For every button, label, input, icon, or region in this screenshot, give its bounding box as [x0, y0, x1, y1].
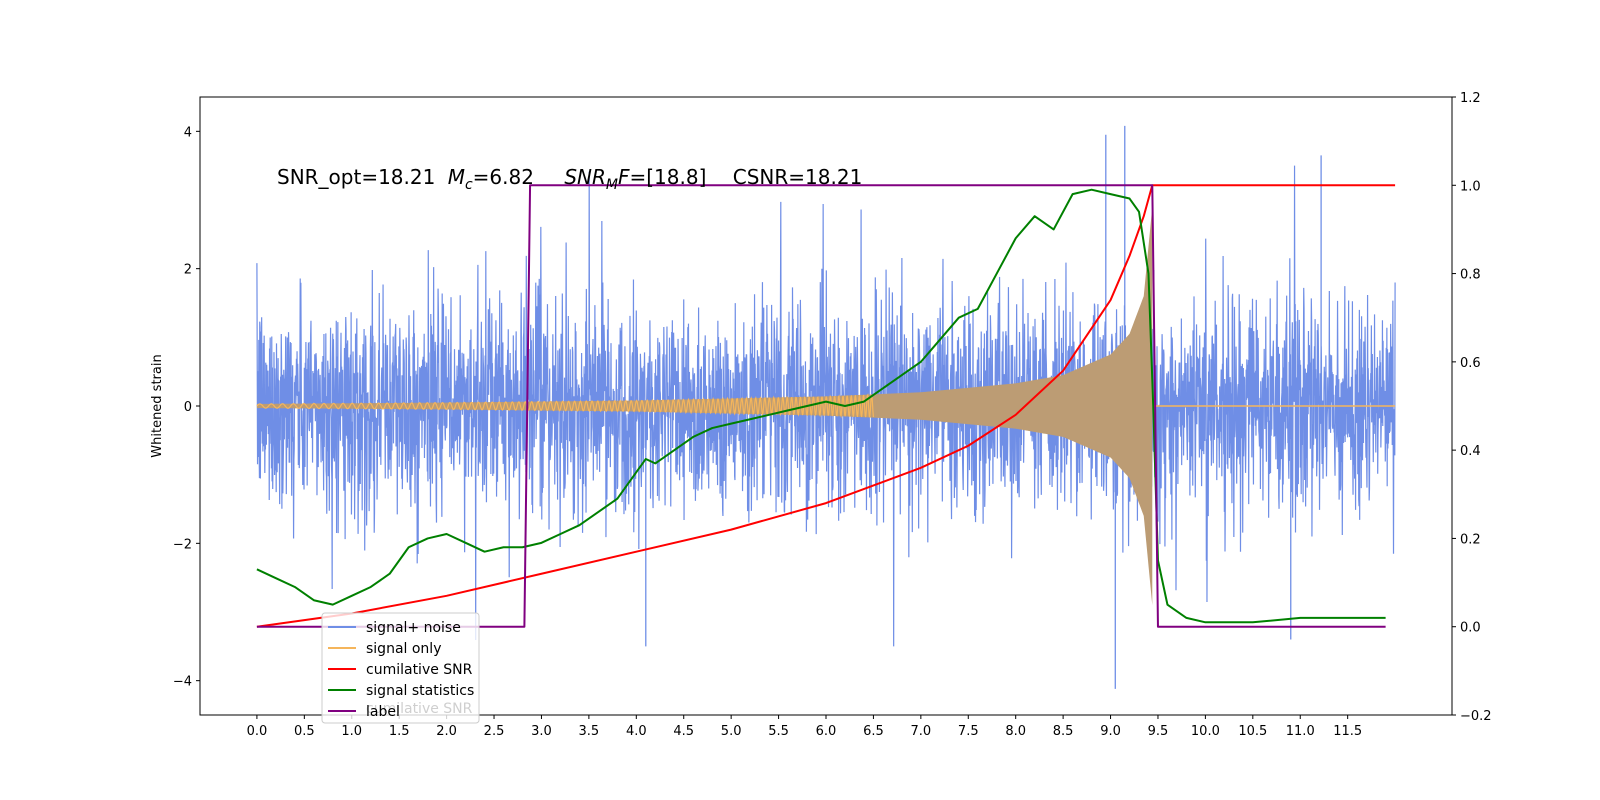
x-tick-label: 8.0	[1005, 724, 1026, 739]
y-axis-right: −0.2 0.0 0.2 0.4 0.6 0.8 1.0 1.2	[1452, 91, 1492, 724]
y-left-tick-label: 0	[184, 400, 192, 415]
x-tick-label: 3.0	[531, 724, 552, 739]
signal-noise-line	[256, 165, 1396, 647]
x-tick-label: 0.0	[247, 724, 268, 739]
y-right-tick-label: −0.2	[1460, 709, 1492, 724]
y-right-tick-label: 0.4	[1460, 444, 1481, 459]
y-left-tick-label: −2	[173, 537, 192, 552]
legend-box	[321, 612, 480, 724]
x-tick-label: 2.0	[436, 724, 457, 739]
legend: cumilative SNR signal+ noise signal only c…	[321, 612, 480, 724]
x-tick-label: 4.5	[673, 724, 694, 739]
y-axis-left-label: Whitened strain	[150, 354, 165, 457]
x-tick-label: 5.0	[721, 724, 742, 739]
annotation-snrmf-value: =[18.8]	[630, 165, 707, 189]
x-tick-label: 6.0	[816, 724, 837, 739]
x-tick-label: 6.5	[863, 724, 884, 739]
label-line	[256, 184, 1386, 628]
line-series-group	[256, 184, 1396, 628]
y-left-tick-label: 2	[184, 263, 192, 278]
legend-label-cumilative-snr: cumilative SNR	[366, 662, 473, 678]
x-tick-label: 1.5	[389, 724, 410, 739]
x-tick-label: 10.5	[1238, 724, 1267, 739]
signal-statistics-line	[256, 188, 1386, 624]
x-tick-label: 9.0	[1100, 724, 1121, 739]
y-right-tick-label: 0.0	[1460, 621, 1481, 636]
annotation-csnr: CSNR=18.21	[733, 165, 863, 189]
annotation-text: SNR_opt=18.21 Mc=6.82 SNRMF=[18.8] CSNR=…	[277, 165, 862, 193]
x-tick-label: 5.5	[768, 724, 789, 739]
y-left-tick-label: 4	[184, 125, 192, 140]
legend-ghost-text: cumilative SNR	[366, 701, 473, 717]
annotation-snrmf-symbol: SNR	[564, 165, 606, 189]
y-axis-left: −4 −2 0 2 4	[173, 125, 200, 690]
y-right-tick-label: 1.0	[1460, 179, 1481, 194]
legend-label-signal-only: signal only	[366, 641, 441, 657]
x-tick-label: 1.0	[341, 724, 362, 739]
x-tick-label: 11.5	[1333, 724, 1362, 739]
plot-area	[199, 96, 1453, 716]
annotation-snrmf-sub: M	[606, 177, 618, 193]
x-tick-label: 9.5	[1148, 724, 1169, 739]
y-right-tick-label: 1.2	[1460, 91, 1481, 106]
annotation-mc-value: =6.82	[473, 165, 534, 189]
x-tick-label: 11.0	[1286, 724, 1315, 739]
y-right-tick-label: 0.8	[1460, 268, 1481, 283]
x-tick-label: 10.0	[1191, 724, 1220, 739]
annotation-snrmf-tail: F	[618, 165, 630, 189]
signal-only-line	[256, 393, 875, 419]
y-left-tick-label: −4	[173, 675, 192, 690]
y-right-tick-label: 0.6	[1460, 356, 1481, 371]
x-tick-label: 7.0	[911, 724, 932, 739]
legend-label-signal-statistics: signal statistics	[366, 683, 474, 699]
x-tick-label: 3.5	[579, 724, 600, 739]
cumilative-snr-line	[256, 184, 1396, 628]
x-tick-label: 7.5	[958, 724, 979, 739]
annotation-mc-symbol: M	[448, 165, 465, 189]
annotation-mc-sub: c	[465, 177, 473, 193]
x-tick-label: 4.0	[626, 724, 647, 739]
x-tick-label: 8.5	[1053, 724, 1074, 739]
legend-label-label: label	[366, 704, 400, 720]
signal-only-series	[256, 206, 1396, 606]
x-tick-label: 2.5	[484, 724, 505, 739]
legend-label-signal-noise: signal+ noise	[366, 620, 461, 636]
y-right-tick-label: 0.2	[1460, 532, 1481, 547]
svg-text:SNR_opt=18.21 Mc=6.82: SNR_opt=18.21 Mc=6.82 SNRMF=[18.8] CSNR=…	[277, 165, 862, 193]
x-tick-label: 0.5	[294, 724, 315, 739]
annotation-snr-opt: SNR_opt=18.21	[277, 165, 435, 189]
